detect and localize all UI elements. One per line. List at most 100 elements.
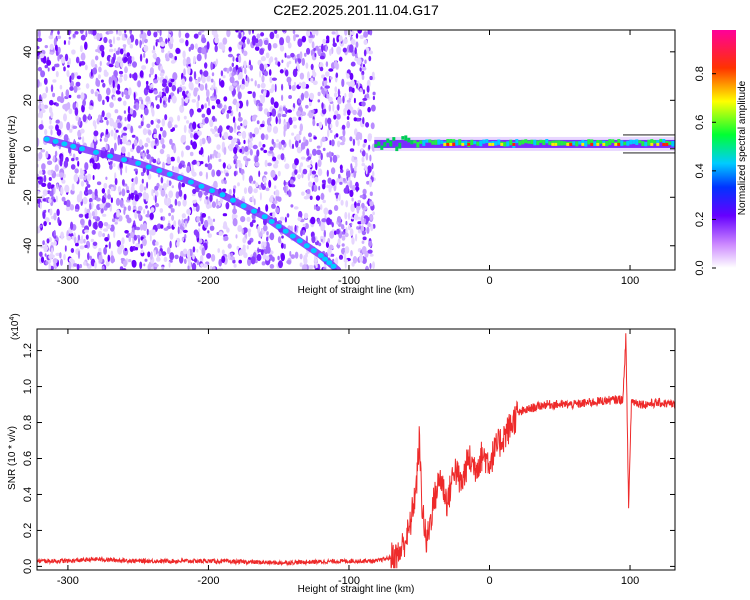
noise-speck <box>41 182 47 187</box>
noise-speck <box>41 163 46 171</box>
band-cell <box>473 140 477 145</box>
noise-speck <box>337 96 342 105</box>
noise-speck <box>145 194 149 202</box>
noise-speck <box>346 170 351 178</box>
noise-speck <box>119 199 124 208</box>
noise-speck <box>328 96 333 103</box>
noise-speck <box>143 263 146 267</box>
noise-speck <box>331 222 334 228</box>
noise-speck <box>326 184 329 189</box>
noise-speck <box>63 160 69 168</box>
noise-speck <box>145 96 151 102</box>
snr-ylabel: SNR (10 * v/v) <box>7 426 18 490</box>
noise-speck <box>145 205 148 209</box>
noise-speck <box>320 192 325 200</box>
diagonal-trace-dot <box>43 136 50 142</box>
noise-speck <box>161 144 166 149</box>
noise-speck <box>187 66 191 75</box>
noise-speck <box>60 231 64 240</box>
noise-speck <box>102 146 106 152</box>
noise-speck <box>282 106 286 112</box>
noise-speck <box>328 68 334 72</box>
noise-speck <box>214 37 220 44</box>
noise-speck <box>159 127 163 132</box>
noise-speck <box>274 185 277 190</box>
noise-speck <box>221 179 225 184</box>
noise-speck <box>350 222 353 226</box>
noise-speck <box>279 216 285 221</box>
noise-speck <box>223 147 227 155</box>
noise-speck <box>324 117 328 127</box>
noise-speck <box>63 66 66 72</box>
band-cell <box>509 139 513 146</box>
noise-speck <box>349 72 354 80</box>
noise-speck <box>222 75 226 79</box>
diagonal-trace-dot <box>107 153 114 159</box>
noise-speck <box>260 82 266 89</box>
noise-speck <box>190 139 193 146</box>
noise-speck <box>153 263 159 268</box>
noise-speck <box>201 47 207 55</box>
diagonal-trace-dot <box>322 256 329 262</box>
noise-speck <box>168 94 172 99</box>
noise-speck <box>361 230 367 236</box>
noise-speck <box>327 237 331 244</box>
noise-speck <box>305 252 308 258</box>
band-cell <box>560 140 564 146</box>
noise-speck <box>164 197 168 206</box>
noise-speck <box>143 45 149 52</box>
band-cell <box>449 139 453 144</box>
noise-speck <box>337 88 340 97</box>
noise-speck <box>81 169 85 175</box>
noise-speck <box>266 117 271 126</box>
noise-speck <box>361 193 367 200</box>
noise-speck <box>293 33 296 42</box>
noise-speck <box>317 91 321 97</box>
noise-speck <box>312 148 317 156</box>
noise-speck <box>336 35 340 43</box>
noise-speck <box>146 123 151 129</box>
diagonal-trace-dot <box>79 146 85 152</box>
noise-speck <box>59 252 62 259</box>
noise-speck <box>90 30 93 35</box>
noise-speck <box>151 229 156 236</box>
noise-speck <box>164 114 168 121</box>
noise-speck <box>49 190 54 197</box>
noise-speck <box>340 169 344 173</box>
noise-speck <box>252 30 254 34</box>
noise-speck <box>279 69 284 74</box>
noise-speck <box>209 265 213 270</box>
noise-speck <box>294 169 298 175</box>
diagonal-trace-dot <box>317 253 324 258</box>
noise-speck <box>196 53 202 62</box>
noise-speck <box>109 43 113 48</box>
band-cell <box>635 139 639 145</box>
noise-speck <box>76 94 81 99</box>
noise-speck <box>254 182 259 187</box>
colorbar-label: Normalized spectral amplitude <box>737 80 748 215</box>
noise-speck <box>215 99 221 105</box>
band-cell <box>437 139 441 145</box>
noise-speck <box>290 254 296 259</box>
noise-speck <box>72 33 76 38</box>
noise-speck <box>216 204 220 209</box>
noise-speck <box>231 138 235 147</box>
noise-speck <box>55 70 59 78</box>
noise-speck <box>292 30 296 34</box>
noise-speck <box>341 78 345 88</box>
noise-speck <box>232 218 238 227</box>
band-cell <box>668 141 672 145</box>
noise-speck <box>140 171 145 177</box>
noise-speck <box>169 252 175 261</box>
noise-speck <box>307 164 312 168</box>
noise-speck <box>323 229 326 238</box>
noise-speck <box>333 230 337 236</box>
colorbar-tick-label: 0.4 <box>694 163 706 178</box>
noise-speck <box>138 192 143 197</box>
noise-speck <box>168 261 171 268</box>
noise-speck <box>57 35 62 39</box>
noise-speck <box>350 250 353 257</box>
noise-speck <box>100 208 104 214</box>
band-peak <box>551 142 555 146</box>
noise-speck <box>168 190 174 198</box>
